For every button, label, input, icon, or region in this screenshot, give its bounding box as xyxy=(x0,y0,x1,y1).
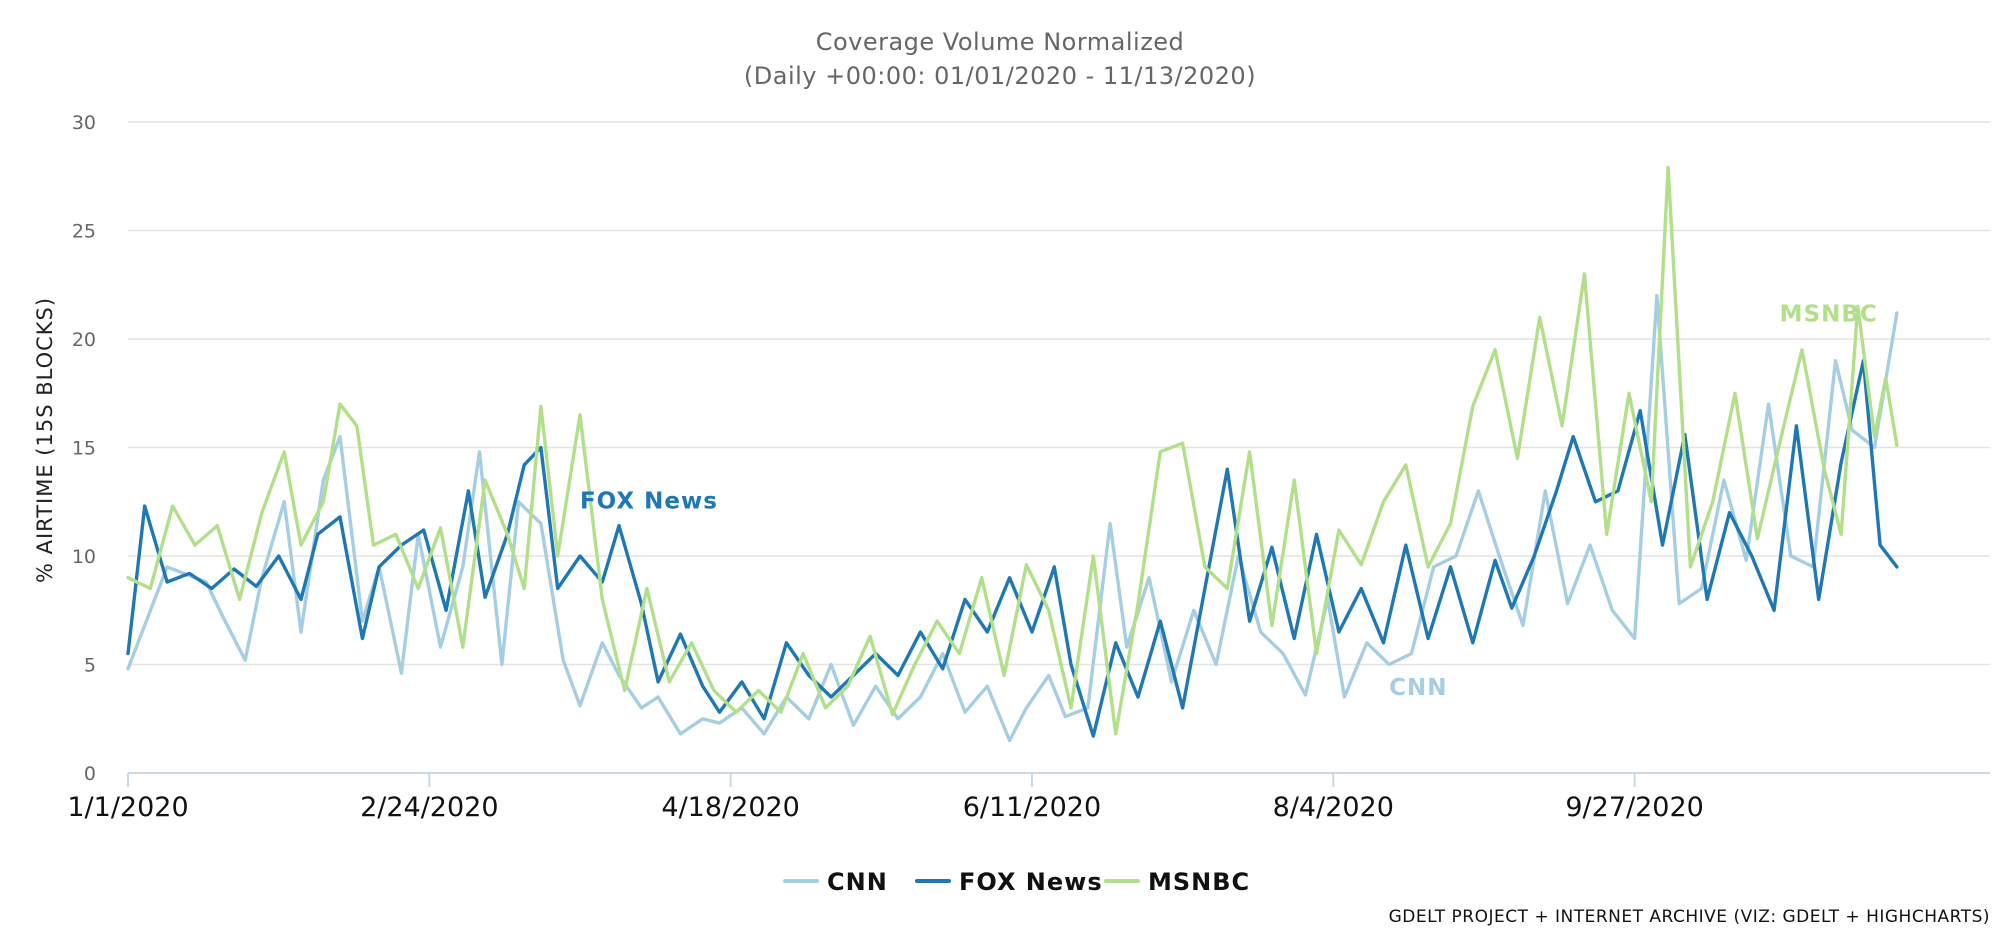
y-tick-label: 0 xyxy=(84,763,96,785)
x-tick-label: 4/18/2020 xyxy=(661,792,799,823)
legend-label: FOX News xyxy=(959,868,1103,896)
x-axis-ticks: 1/1/2020 2/24/2020 4/18/2020 6/11/2020 8/4/2… xyxy=(67,773,1704,823)
chart-credit: GDELT PROJECT + INTERNET ARCHIVE (VIZ: G… xyxy=(1389,907,1990,927)
y-tick-label: 20 xyxy=(72,329,96,351)
y-axis-label: % AIRTIME (15S BLOCKS) xyxy=(33,297,57,583)
x-tick-label: 2/24/2020 xyxy=(360,792,498,823)
annotation-msnbc: MSNBC xyxy=(1780,302,1878,328)
x-tick-label: 8/4/2020 xyxy=(1273,792,1394,823)
annotation-fox-news: FOX News xyxy=(580,488,718,514)
y-axis-ticks: 0 5 10 15 20 25 30 xyxy=(72,112,96,785)
legend: CNN FOX News MSNBC xyxy=(783,868,1250,896)
x-tick-label: 6/11/2020 xyxy=(963,792,1101,823)
y-tick-label: 25 xyxy=(72,221,96,243)
legend-label: MSNBC xyxy=(1148,868,1250,896)
series-annotations: CNN FOX News MSNBC xyxy=(580,302,1878,701)
legend-label: CNN xyxy=(827,868,888,896)
series-line-msnbc xyxy=(126,165,1899,736)
chart-title: Coverage Volume Normalized xyxy=(816,28,1185,56)
legend-item-fox-news[interactable]: FOX News xyxy=(915,868,1103,896)
series-line-cnn xyxy=(126,293,1899,743)
y-tick-label: 30 xyxy=(72,112,96,134)
gridlines xyxy=(128,121,1990,774)
legend-item-cnn[interactable]: CNN xyxy=(783,868,888,896)
y-tick-label: 10 xyxy=(72,546,96,568)
x-tick-label: 1/1/2020 xyxy=(67,792,188,823)
y-tick-label: 5 xyxy=(84,655,96,677)
series-line-fox-news xyxy=(126,359,1899,738)
x-tick-label: 9/27/2020 xyxy=(1565,792,1703,823)
y-tick-label: 15 xyxy=(72,438,96,460)
series-group xyxy=(126,165,1899,743)
legend-item-msnbc[interactable]: MSNBC xyxy=(1104,868,1250,896)
annotation-cnn: CNN xyxy=(1389,675,1447,701)
chart-subtitle: (Daily +00:00: 01/01/2020 - 11/13/2020) xyxy=(744,62,1256,90)
